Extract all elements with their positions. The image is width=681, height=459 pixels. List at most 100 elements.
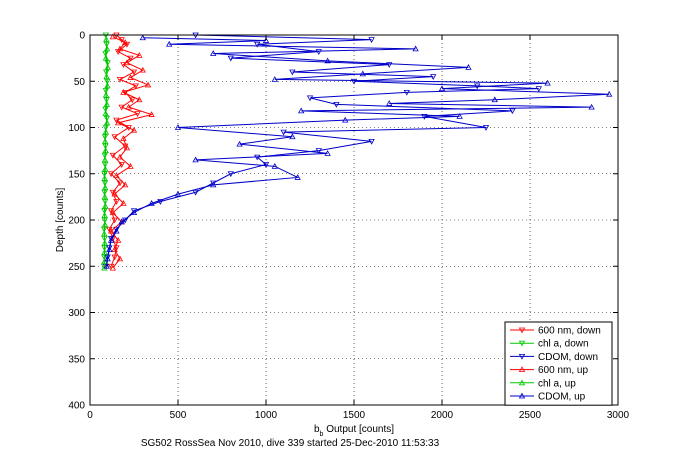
- data-point: [315, 49, 322, 55]
- legend-marker: [518, 379, 526, 386]
- data-point: [111, 190, 118, 197]
- data-point: [111, 254, 118, 261]
- data-point: [254, 41, 261, 48]
- data-point: [368, 138, 375, 145]
- data-point: [114, 237, 122, 243]
- data-point: [350, 78, 358, 85]
- data-point: [123, 59, 131, 66]
- data-point: [386, 100, 393, 106]
- data-point: [113, 199, 120, 205]
- data-point: [132, 83, 139, 90]
- data-point: [129, 97, 136, 104]
- data-point: [166, 40, 173, 47]
- data-point: [101, 212, 108, 218]
- data-point: [130, 126, 138, 133]
- data-point: [111, 217, 118, 224]
- data-point: [101, 230, 108, 237]
- data-point: [430, 74, 437, 80]
- tick-layer: 0 500 1000 1500 2000 2500 3000 0 50 100 150 200 250 3…: [68, 31, 629, 422]
- legend-marker: [518, 392, 526, 399]
- data-point: [130, 208, 138, 215]
- data-point: [342, 116, 349, 123]
- data-point: [116, 153, 124, 160]
- series-line: [106, 37, 610, 267]
- data-point: [403, 89, 410, 96]
- data-point: [103, 115, 111, 122]
- data-point: [210, 181, 217, 188]
- legend-box: [504, 321, 613, 406]
- data-point: [315, 148, 322, 154]
- data-point: [102, 202, 109, 209]
- data-point: [111, 134, 118, 141]
- data-point: [123, 144, 131, 151]
- data-point: [103, 45, 111, 52]
- data-point: [136, 96, 143, 103]
- x-tick-label: 1500: [343, 410, 366, 421]
- x-tick-label: 1000: [255, 410, 278, 421]
- y-tick-label: 0: [79, 31, 85, 42]
- data-point: [306, 95, 314, 102]
- y-tick-label: 150: [68, 169, 85, 180]
- data-point: [144, 81, 152, 88]
- data-point: [127, 74, 134, 80]
- legend-label: chl a, up: [538, 378, 576, 389]
- data-point: [102, 125, 110, 131]
- data-point: [116, 255, 124, 262]
- y-tick-label: 250: [68, 262, 85, 273]
- data-point: [102, 91, 110, 98]
- data-point: [262, 162, 270, 168]
- data-point: [324, 150, 331, 156]
- data-point: [106, 246, 113, 252]
- data-point: [271, 76, 278, 82]
- data-point: [192, 156, 199, 163]
- x-tick-label: 500: [170, 410, 187, 421]
- data-point: [118, 218, 125, 225]
- data-point: [101, 134, 109, 141]
- data-point: [280, 129, 287, 136]
- data-point: [103, 262, 110, 269]
- legend-marker: [518, 327, 526, 334]
- data-point: [103, 119, 111, 126]
- y-tick-label: 350: [68, 354, 85, 365]
- data-point: [102, 147, 109, 154]
- data-point: [109, 209, 117, 215]
- data-point: [139, 66, 146, 73]
- y-tick-label: 300: [68, 308, 85, 319]
- x-tick-label: 2500: [519, 410, 542, 421]
- data-point: [101, 221, 109, 228]
- data-point: [101, 249, 108, 255]
- series-1: [100, 32, 111, 270]
- y-axis-label: Depth [counts]: [55, 188, 66, 253]
- data-point: [130, 69, 138, 76]
- data-point: [116, 180, 124, 187]
- data-point: [174, 124, 182, 130]
- data-point: [120, 200, 127, 206]
- legend-marker: [518, 340, 526, 347]
- series-line: [110, 36, 154, 269]
- data-point: [289, 69, 296, 76]
- data-point: [103, 36, 110, 43]
- data-point: [606, 90, 613, 97]
- data-point: [107, 227, 115, 234]
- data-point: [101, 184, 109, 191]
- data-point: [102, 110, 109, 117]
- data-point: [116, 77, 124, 83]
- data-point: [104, 254, 111, 261]
- data-point: [109, 33, 117, 40]
- data-point: [111, 246, 118, 252]
- data-point: [122, 39, 129, 45]
- data-point: [465, 64, 472, 70]
- data-point: [227, 171, 234, 178]
- data-point: [127, 55, 134, 62]
- legend-label: CDOM, up: [538, 392, 586, 403]
- data-point: [174, 190, 182, 197]
- data-point: [227, 55, 234, 62]
- data-point: [535, 86, 542, 92]
- data-point: [509, 108, 516, 115]
- data-point: [120, 89, 127, 95]
- data-point: [104, 82, 111, 89]
- data-point: [101, 193, 108, 200]
- data-point: [101, 258, 108, 265]
- legend-label: 600 nm, down: [538, 326, 601, 337]
